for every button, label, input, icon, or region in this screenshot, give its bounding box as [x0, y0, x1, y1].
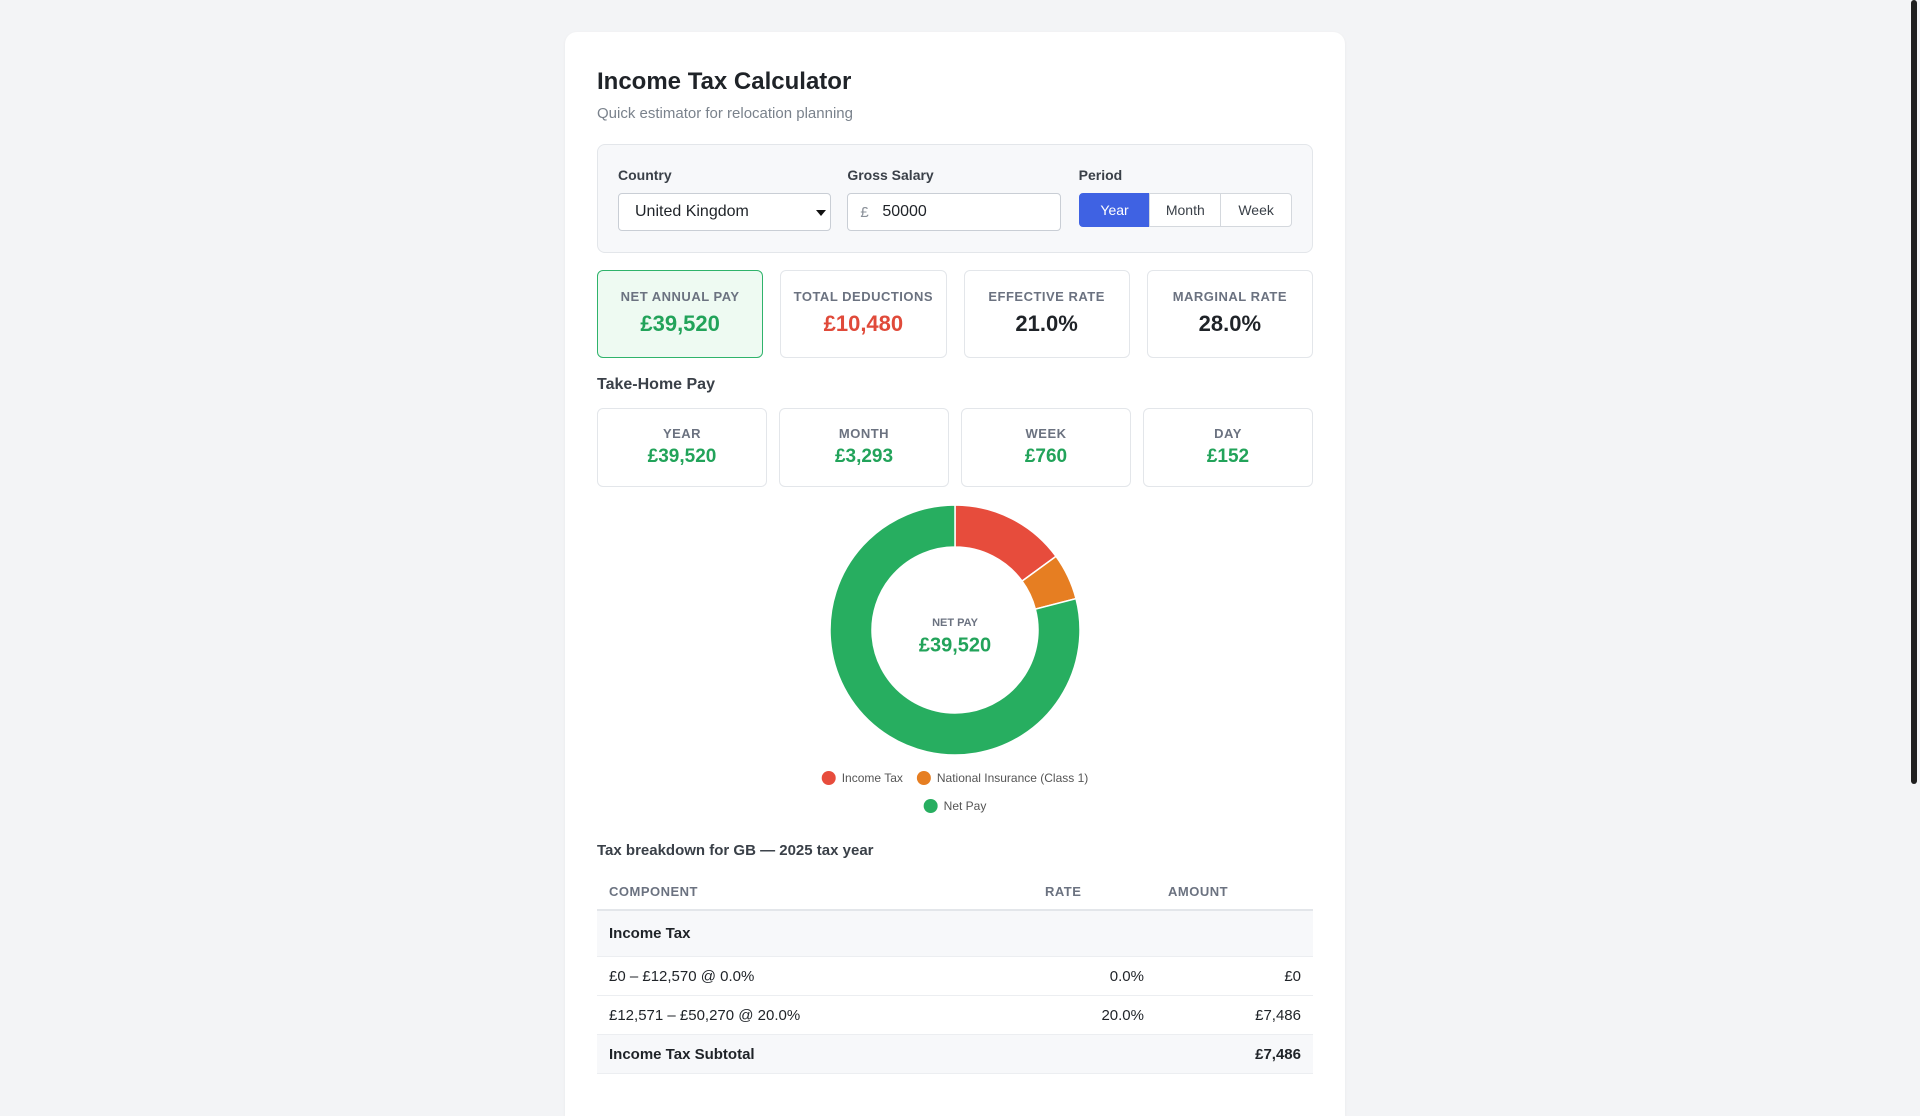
summary-value: 28.0%: [1198, 311, 1262, 336]
amount-cell: £7,486: [1156, 995, 1313, 1035]
summary-label: MARGINAL RATE: [1172, 289, 1288, 304]
summary-card: NET ANNUAL PAY £39,520: [597, 270, 764, 358]
period-value: £152: [1206, 446, 1250, 467]
salary-input[interactable]: £ 50000: [847, 193, 1061, 231]
table-body: Income Tax £0 – £12,570 @ 0.0% 0.0% £0 £12,5…: [597, 910, 1313, 1074]
legend-label: Income Tax: [842, 771, 903, 785]
rate-cell: 0.0%: [1033, 956, 1156, 996]
period-label: WEEK: [1025, 426, 1067, 441]
period-label: MONTH: [838, 426, 890, 441]
component-cell: £12,571 – £50,270 @ 20.0%: [597, 995, 1033, 1035]
summary-value: 21.0%: [1015, 311, 1078, 336]
donut-chart: NET PAY £39,520 Income Tax National Insuran…: [821, 504, 1088, 813]
period-button[interactable]: Week: [1220, 193, 1292, 227]
legend-item: Income Tax: [821, 771, 903, 785]
summary-label: TOTAL DEDUCTIONS: [793, 289, 934, 304]
rate-cell: 20.0%: [1033, 995, 1156, 1035]
summary-cards: NET ANNUAL PAY £39,520 TOTAL DEDUCTIONS £10…: [597, 270, 1313, 358]
table-row: £0 – £12,570 @ 0.0% 0.0% £0: [597, 956, 1313, 996]
column-header: AMOUNT: [1156, 873, 1313, 911]
column-header: COMPONENT: [597, 873, 1033, 911]
table-row: Income Tax: [597, 910, 1313, 957]
title: Income Tax Calculator: [597, 68, 852, 95]
period-button[interactable]: Month: [1149, 193, 1222, 227]
salary-label: Gross Salary: [847, 167, 934, 183]
summary-value: £39,520: [640, 311, 720, 336]
period-value: £3,293: [834, 446, 894, 467]
summary-label: EFFECTIVE RATE: [988, 289, 1105, 304]
take-home-card: MONTH £3,293: [779, 408, 949, 487]
country-field: Country United Kingdom: [618, 167, 832, 231]
period-toggle: Year Month Week: [1078, 193, 1292, 227]
select-caret: [816, 210, 827, 216]
period-label: Period: [1078, 167, 1123, 183]
center-label: NET PAY: [932, 617, 979, 629]
take-home-card: DAY £152: [1143, 408, 1313, 487]
table-row: £12,571 – £50,270 @ 20.0% 20.0% £7,486: [597, 995, 1313, 1035]
breakdown-table: COMPONENT RATE AMOUNT Income Tax £0 – £12…: [597, 873, 1313, 1074]
page: Income Tax Calculator {"header": {"title…: [565, 0, 1917, 1116]
legend-dot: [923, 799, 938, 813]
legend-label: National Insurance (Class 1): [937, 771, 1088, 785]
summary-card: TOTAL DEDUCTIONS £10,480: [780, 270, 947, 358]
country-select[interactable]: United Kingdom: [618, 193, 832, 231]
summary-value: £10,480: [823, 311, 904, 336]
period-label: DAY: [1214, 426, 1242, 441]
take-home-card: YEAR £39,520: [597, 408, 767, 487]
donut-segment: [829, 504, 1081, 756]
salary-value: 50000: [882, 203, 927, 220]
group-label: Income Tax: [597, 910, 1313, 957]
rate-cell: [1033, 1034, 1156, 1074]
component-cell: £0 – £12,570 @ 0.0%: [597, 956, 1033, 996]
period-value: £39,520: [647, 446, 717, 467]
summary-card: EFFECTIVE RATE 21.0%: [963, 270, 1130, 358]
country-label: Country: [618, 167, 672, 183]
legend-item: Net Pay: [923, 799, 987, 813]
amount-cell: £0: [1156, 956, 1313, 996]
legend-dot: [916, 771, 931, 785]
legend-item: National Insurance (Class 1): [916, 771, 1088, 785]
component-cell: Income Tax Subtotal: [597, 1034, 1033, 1074]
country-value: United Kingdom: [635, 203, 749, 220]
legend-label: Net Pay: [944, 799, 987, 813]
summary-label: NET ANNUAL PAY: [620, 289, 740, 304]
period-value: £760: [1024, 446, 1068, 467]
body: Income Tax Calculator Quick estimator fo…: [565, 0, 1917, 1116]
center-value: £39,520: [919, 634, 991, 656]
salary-field: Gross Salary £ 50000: [847, 167, 1061, 231]
input-panel: Country United Kingdom Gross Salary £ 50…: [597, 144, 1313, 253]
take-home-card: WEEK £760: [961, 408, 1131, 487]
legend-dot: [821, 771, 836, 785]
currency-symbol: £: [860, 203, 869, 221]
column-header: RATE: [1033, 873, 1156, 911]
amount-cell: £7,486: [1156, 1034, 1313, 1074]
breakdown-title: Tax breakdown for GB — 2025 tax year: [597, 842, 874, 859]
table-row: Income Tax Subtotal £7,486: [597, 1034, 1313, 1074]
calculator-card: Income Tax Calculator Quick estimator fo…: [565, 32, 1345, 1116]
period-label: YEAR: [662, 426, 702, 441]
scrollbar: [1911, 0, 1917, 784]
summary-card: MARGINAL RATE 28.0%: [1146, 270, 1313, 358]
subtitle: Quick estimator for relocation planning: [597, 105, 853, 122]
take-home-title: Take-Home Pay: [597, 376, 715, 393]
period-field: Period Year Month Week: [1078, 167, 1292, 231]
period-button[interactable]: Year: [1078, 193, 1151, 227]
header-row: COMPONENT RATE AMOUNT: [597, 873, 1313, 911]
take-home-cards: YEAR £39,520 MONTH £3,293 WEEK £760 DAY £152: [597, 408, 1313, 487]
